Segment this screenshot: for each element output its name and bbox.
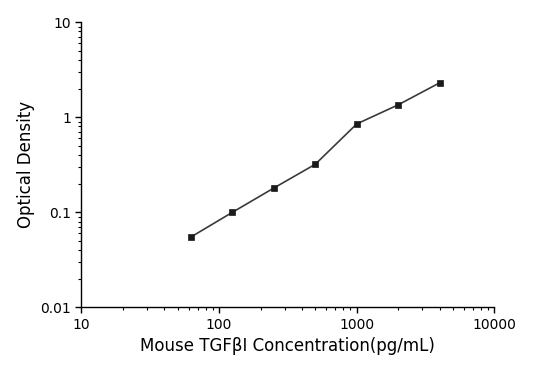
X-axis label: Mouse TGFβI Concentration(pg/mL): Mouse TGFβI Concentration(pg/mL) [141,337,435,355]
Y-axis label: Optical Density: Optical Density [17,101,35,228]
